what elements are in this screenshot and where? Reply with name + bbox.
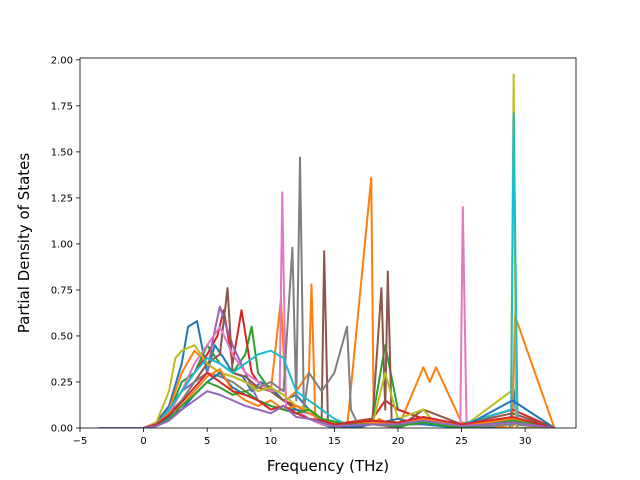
y-tick-label: 0.00: [51, 424, 73, 435]
series-line-14: [99, 371, 555, 428]
series-line-13: [99, 380, 555, 428]
y-tick-label: 1.25: [51, 193, 73, 204]
plot-frame: [79, 57, 577, 429]
series-group: [99, 73, 556, 428]
y-tick-label: 0.50: [51, 331, 73, 342]
y-tick-label: 1.75: [51, 101, 73, 112]
y-axis: 0.00 0.25 0.50 0.75 1.00 1.25 1.50 1.75 2.00: [51, 55, 80, 435]
x-tick-label: 0: [140, 436, 146, 447]
y-tick-label: 1.50: [51, 147, 73, 158]
y-axis-title: Partial Density of States: [15, 153, 33, 334]
series-line-15: [99, 390, 555, 428]
y-tick-label: 1.00: [51, 239, 73, 250]
x-axis-title: Frequency (THz): [267, 457, 389, 475]
x-tick-label: 20: [392, 436, 405, 447]
x-tick-label: 15: [328, 436, 341, 447]
x-tick-label: 10: [264, 436, 277, 447]
y-tick-label: 0.25: [51, 377, 73, 388]
y-tick-label: 2.00: [51, 55, 73, 66]
x-tick-label: 5: [204, 436, 210, 447]
x-tick-label: 25: [455, 436, 468, 447]
x-axis: −5 0 5 10 15 20 25 30: [73, 428, 532, 447]
x-tick-label: 30: [519, 436, 532, 447]
series-line-6: [99, 250, 555, 428]
x-tick-label: −5: [73, 436, 88, 447]
y-tick-label: 0.75: [51, 285, 73, 296]
